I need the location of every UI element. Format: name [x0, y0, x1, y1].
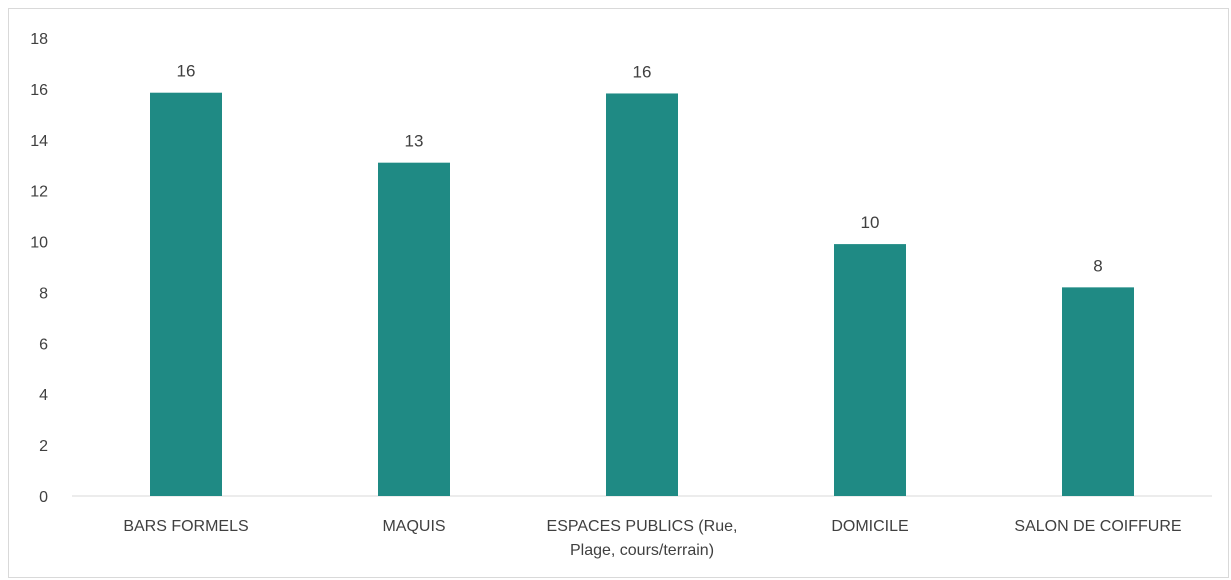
category-label-line: MAQUIS — [382, 518, 445, 535]
y-tick-label: 0 — [39, 489, 48, 506]
category-label-line: BARS FORMELS — [123, 518, 248, 535]
y-tick-label: 12 — [30, 184, 48, 201]
bar — [606, 93, 678, 497]
category-labels: BARS FORMELS MAQUIS ESPACES PUBLICS (Rue, P… — [123, 518, 1181, 559]
category-label-line: SALON DE COIFFURE — [1014, 518, 1181, 535]
category-label-line: DOMICILE — [831, 518, 908, 535]
y-tick-label: 2 — [39, 438, 48, 455]
y-tick-label: 16 — [30, 82, 48, 99]
category-label: SALON DE COIFFURE — [1014, 518, 1181, 535]
y-tick-label: 6 — [39, 336, 48, 353]
y-tick-label: 8 — [39, 285, 48, 302]
y-tick-label: 18 — [30, 31, 48, 48]
category-label-line: ESPACES PUBLICS (Rue, — [547, 518, 738, 535]
data-label: 10 — [861, 213, 880, 232]
bar — [378, 162, 450, 496]
data-labels: 16 13 16 10 8 — [177, 62, 1103, 276]
y-tick-label: 4 — [39, 387, 48, 404]
y-axis-ticks: 0 2 4 6 8 10 12 14 16 18 — [30, 31, 48, 506]
category-label: BARS FORMELS — [123, 518, 248, 535]
category-label: MAQUIS — [382, 518, 445, 535]
data-label: 16 — [177, 62, 196, 81]
category-label: DOMICILE — [831, 518, 908, 535]
bar — [834, 244, 906, 496]
data-label: 16 — [633, 62, 652, 81]
bars — [150, 92, 1134, 497]
data-label: 13 — [405, 132, 424, 151]
category-label: ESPACES PUBLICS (Rue, Plage, cours/terrai… — [547, 518, 738, 559]
bar — [150, 92, 222, 496]
category-label-line: Plage, cours/terrain) — [570, 542, 714, 559]
y-tick-label: 14 — [30, 133, 48, 150]
bar — [1062, 287, 1134, 496]
y-tick-label: 10 — [30, 235, 48, 252]
data-label: 8 — [1093, 256, 1102, 275]
